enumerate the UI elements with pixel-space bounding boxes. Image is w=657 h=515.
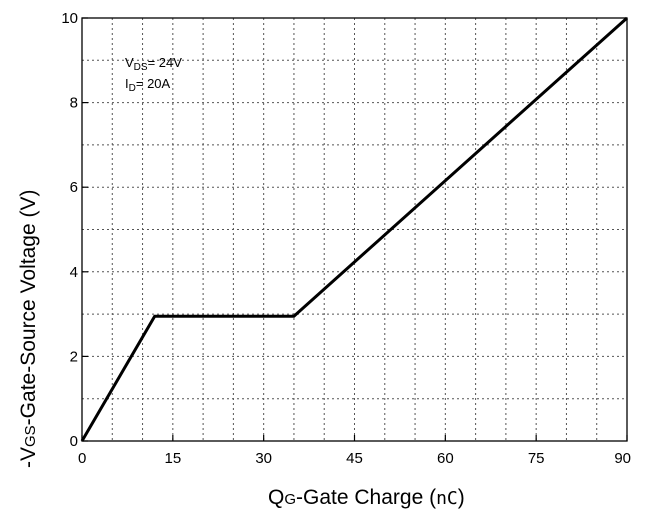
series-line	[80, 16, 629, 442]
x-tick-label: 15	[164, 450, 181, 467]
y-tick-label: 8	[70, 95, 78, 112]
y-tick-label: 10	[61, 10, 78, 27]
x-tick-labels: 0 15 30 45 60 75 90	[78, 450, 631, 467]
x-tick-label: 75	[528, 450, 545, 467]
y-tick-label: 6	[70, 179, 78, 196]
x-tick-label: 60	[437, 450, 454, 467]
y-tick-labels: 0 2 4 6 8 10	[61, 10, 78, 450]
annotation-id: ID= 20A	[125, 76, 171, 94]
grid-lines	[82, 18, 627, 441]
y-tick-label: 0	[70, 433, 78, 450]
x-tick-label: 30	[255, 450, 272, 467]
y-axis-label: -VGS-Gate-Source Voltage (V)	[17, 190, 40, 468]
annotation-vds: VDS= 24V	[125, 55, 182, 73]
x-axis-label: QG-Gate Charge (nC)	[268, 486, 465, 509]
x-tick-label: 45	[346, 450, 363, 467]
x-tick-label: 90	[614, 450, 631, 467]
y-tick-label: 2	[70, 348, 78, 365]
y-tick-label: 4	[70, 264, 78, 281]
x-tick-label: 0	[78, 450, 86, 467]
